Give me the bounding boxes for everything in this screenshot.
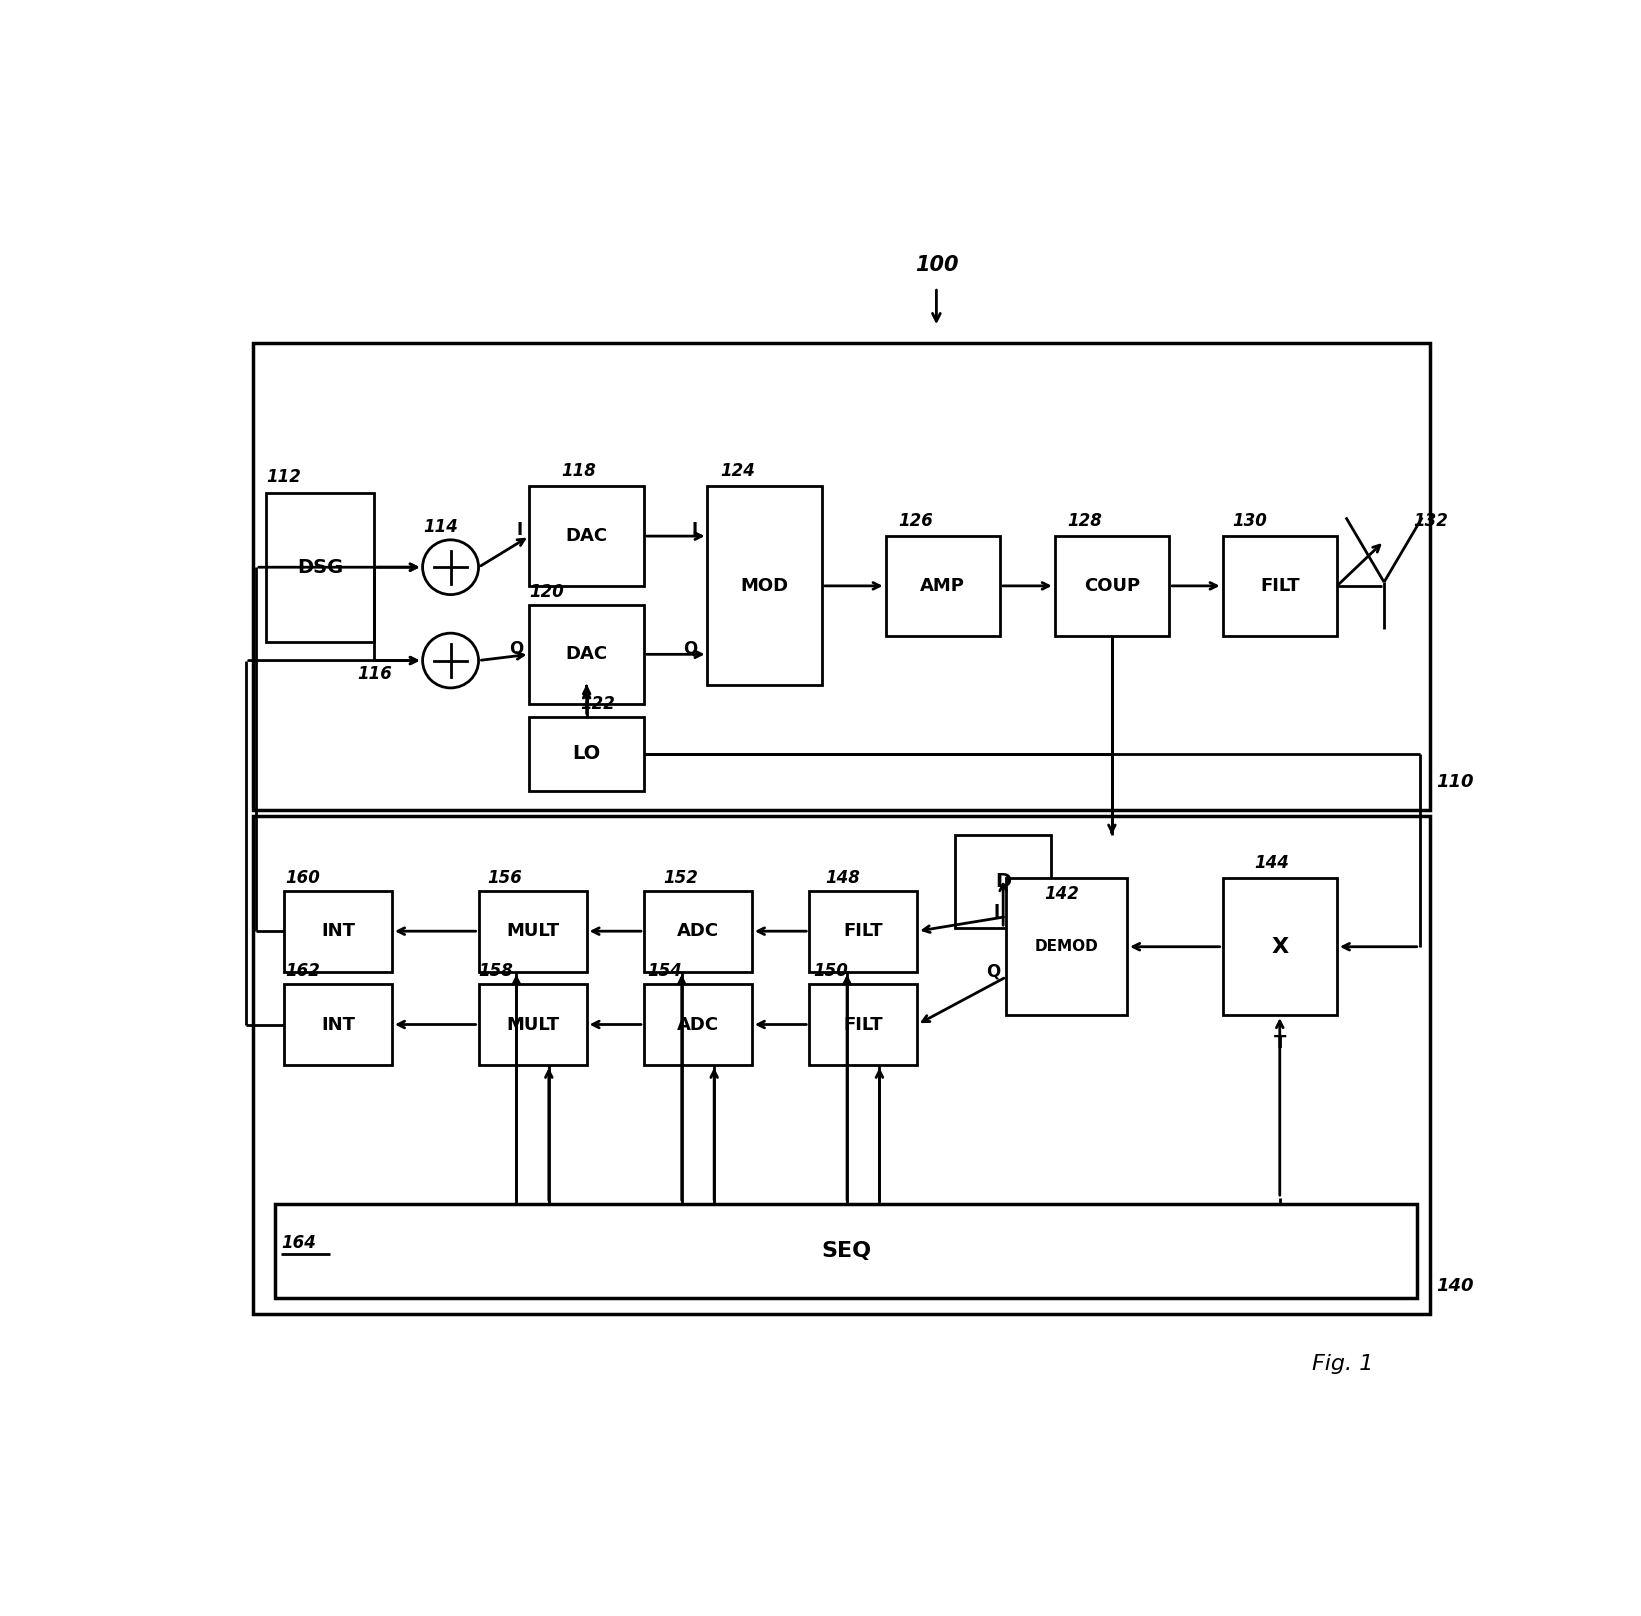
Text: ADC: ADC <box>676 923 719 941</box>
Text: MULT: MULT <box>505 923 560 941</box>
Bar <box>1055 537 1168 635</box>
Bar <box>955 835 1050 928</box>
Text: 162: 162 <box>286 963 320 981</box>
Bar <box>1223 879 1337 1015</box>
Text: DSG: DSG <box>297 558 343 577</box>
Bar <box>530 486 643 587</box>
Text: FILT: FILT <box>843 1015 883 1034</box>
Text: 142: 142 <box>1045 886 1080 903</box>
Text: FILT: FILT <box>843 923 883 941</box>
Text: 156: 156 <box>487 869 522 887</box>
Text: 148: 148 <box>825 869 860 887</box>
Text: 158: 158 <box>479 963 514 981</box>
Text: DEMOD: DEMOD <box>1035 939 1098 953</box>
Bar <box>266 493 374 642</box>
Text: 160: 160 <box>286 869 320 887</box>
Bar <box>1006 879 1127 1015</box>
Text: SEQ: SEQ <box>820 1241 871 1260</box>
Text: DAC: DAC <box>566 645 607 663</box>
Bar <box>284 984 392 1065</box>
Bar <box>643 984 752 1065</box>
Text: 100: 100 <box>914 255 958 275</box>
Text: 152: 152 <box>663 869 697 887</box>
Text: Q: Q <box>986 963 999 981</box>
Text: 120: 120 <box>530 583 565 601</box>
Bar <box>643 890 752 971</box>
Bar <box>1223 537 1337 635</box>
Text: 122: 122 <box>581 695 615 713</box>
Text: 124: 124 <box>720 462 755 480</box>
Bar <box>479 984 587 1065</box>
Text: X: X <box>1272 937 1288 957</box>
Bar <box>284 890 392 971</box>
Text: 116: 116 <box>358 664 392 684</box>
Text: I: I <box>517 520 523 538</box>
Text: FILT: FILT <box>1260 577 1300 595</box>
Text: 164: 164 <box>282 1233 317 1251</box>
Text: 126: 126 <box>898 512 934 530</box>
Text: ADC: ADC <box>676 1015 719 1034</box>
Bar <box>253 343 1429 810</box>
Text: T: T <box>1273 1034 1287 1052</box>
Bar <box>530 604 643 705</box>
Text: 130: 130 <box>1232 512 1267 530</box>
Text: 110: 110 <box>1436 772 1474 792</box>
Bar <box>707 486 822 685</box>
Bar <box>276 1204 1418 1298</box>
Bar <box>253 816 1429 1314</box>
Text: 144: 144 <box>1254 855 1290 873</box>
Text: INT: INT <box>322 923 354 941</box>
Bar <box>886 537 999 635</box>
Text: 140: 140 <box>1436 1277 1474 1294</box>
Bar <box>809 890 917 971</box>
Text: AMP: AMP <box>921 577 965 595</box>
Text: 118: 118 <box>561 462 596 480</box>
Text: MOD: MOD <box>740 577 789 595</box>
Text: Fig. 1: Fig. 1 <box>1311 1354 1374 1374</box>
Text: 150: 150 <box>812 963 848 981</box>
Text: Q: Q <box>683 638 697 658</box>
Text: 128: 128 <box>1067 512 1103 530</box>
Text: INT: INT <box>322 1015 354 1034</box>
Bar <box>479 890 587 971</box>
Text: 154: 154 <box>648 963 683 981</box>
Text: I: I <box>994 903 999 921</box>
Text: I: I <box>691 520 697 538</box>
Text: LO: LO <box>573 745 601 763</box>
Text: 132: 132 <box>1413 512 1449 530</box>
Bar <box>530 716 643 792</box>
Text: DAC: DAC <box>566 527 607 545</box>
Bar <box>809 984 917 1065</box>
Text: COUP: COUP <box>1083 577 1140 595</box>
Text: MULT: MULT <box>505 1015 560 1034</box>
Text: Q: Q <box>509 638 523 658</box>
Text: 112: 112 <box>266 469 300 486</box>
Text: D: D <box>994 873 1011 890</box>
Text: 114: 114 <box>423 519 458 537</box>
